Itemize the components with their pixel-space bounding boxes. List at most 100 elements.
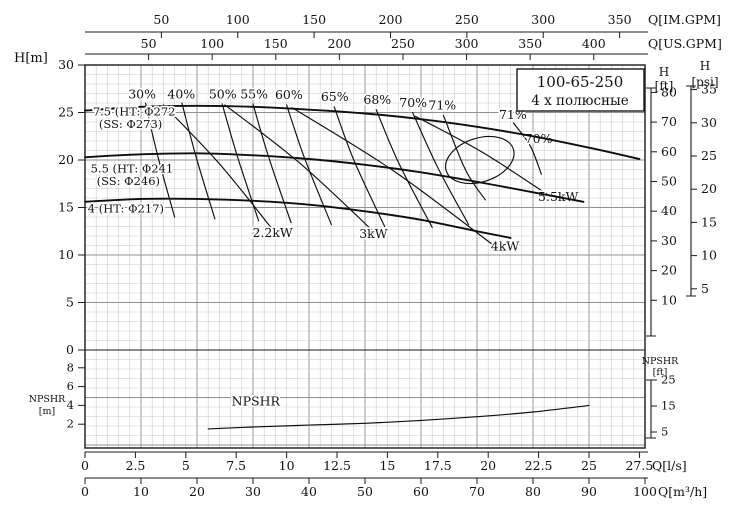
tick-label-m3h: 30 [245,484,261,499]
power-label: 4kW [491,238,520,253]
tick-label-lps: 25 [581,458,597,473]
tick-label-npshr-m: 6 [67,379,74,393]
axis-title-h-psi-2: [psi] [691,75,718,89]
tick-label-m3h: 40 [301,484,317,499]
tick-label-lps: 0 [81,458,89,473]
impeller-label: 7.5 (HT: Φ272 [93,104,176,118]
axis-title-q-lps: Q[l/s] [652,458,687,473]
tick-label-lps: 12.5 [323,458,351,473]
tick-label-us-gpm: 50 [141,36,157,51]
pump-model-label: 100-65-250 [537,73,623,91]
efficiency-label: 68% [363,92,391,107]
axis-title-h-m: H[m] [14,51,48,66]
efficiency-label: 60% [275,87,303,102]
axis-title-q-m3h: Q[m³/h] [658,484,707,499]
power-curve-0 [162,104,276,234]
axis-title-im-gpm: Q[IM.GPM] [648,12,721,27]
tick-label-h-psi: 35 [701,82,717,97]
axis-title-h-ft-2: [ft] [655,79,674,93]
tick-label-im-gpm: 200 [379,12,403,27]
tick-label-h-psi: 25 [701,148,717,163]
tick-label-npshr-ft: 15 [661,399,676,413]
tick-label-h-m: 10 [58,247,74,262]
tick-label-h-m: 0 [66,342,74,357]
tick-label-npshr-ft: 5 [661,425,668,439]
tick-label-h-ft: 60 [661,144,677,159]
tick-label-us-gpm: 200 [327,36,351,51]
efficiency-label: 70% [399,95,427,110]
tick-label-h-ft: 20 [661,263,677,278]
tick-label-im-gpm: 300 [531,12,555,27]
axis-title-h-psi-1: H [700,59,710,73]
tick-label-h-ft: 10 [661,292,677,307]
power-curve-2 [291,107,495,247]
tick-label-m3h: 50 [357,484,373,499]
tick-label-h-m: 15 [58,200,74,215]
impeller-label: (SS: Φ246) [97,174,160,188]
tick-label-us-gpm: 400 [582,36,606,51]
efficiency-label: 55% [240,86,268,101]
efficiency-label: 50% [209,86,237,101]
title-box: 100-65-250 4 х полюсные [516,68,645,112]
grid [84,64,646,449]
tick-label-h-ft: 70 [661,114,677,129]
title-box-frame [516,68,645,112]
tick-label-im-gpm: 250 [455,12,479,27]
efficiency-curve-7 [412,111,470,226]
tick-label-us-gpm: 350 [518,36,542,51]
tick-label-h-psi: 20 [701,181,717,196]
npshr-curve [207,404,590,430]
axis-title-npshr-ft-1: NPSHR [642,356,679,367]
tick-label-m3h: 60 [413,484,429,499]
head-curve-impeller-272 [84,104,641,160]
tick-label-us-gpm: 150 [264,36,288,51]
efficiency-label: 30% [128,86,156,101]
tick-label-lps: 22.5 [525,458,553,473]
efficiency-curve-3 [252,103,292,224]
tick-label-m3h: 0 [81,484,89,499]
tick-label-h-ft: 30 [661,233,677,248]
axis-title-h-ft-1: H [659,65,669,79]
tick-label-h-m: 20 [58,152,74,167]
tick-label-im-gpm: 100 [226,12,250,27]
tick-label-h-psi: 10 [701,248,717,263]
tick-label-m3h: 20 [189,484,205,499]
tick-label-h-ft: 80 [661,84,677,99]
tick-label-im-gpm: 150 [302,12,326,27]
tick-label-h-psi: 15 [701,214,717,229]
tick-label-h-ft: 50 [661,174,677,189]
tick-label-lps: 2.5 [125,458,145,473]
bottom-axes [84,451,648,484]
tick-label-us-gpm: 100 [200,36,224,51]
impeller-label: (SS: Φ273) [99,117,162,131]
plot-border [84,64,646,449]
tick-label-m3h: 100 [633,484,657,499]
tick-label-lps: 15 [379,458,395,473]
efficiency-label: 70% [525,131,553,146]
impeller-label: 4 (HT: Φ217) [88,201,164,215]
top-axes [85,31,648,60]
tick-label-us-gpm: 300 [455,36,479,51]
axis-title-npshr-m-1: NPSHR [29,394,66,405]
tick-label-im-gpm: 50 [153,12,169,27]
tick-label-npshr-m: 8 [67,360,74,374]
efficiency-curve-9 [512,122,542,175]
tick-label-h-ft: 40 [661,203,677,218]
impeller-label: 5.5 (HT: Φ241 [91,161,174,175]
tick-label-npshr-m: 4 [67,398,74,412]
tick-label-lps: 17.5 [424,458,452,473]
tick-label-h-m: 5 [66,295,74,310]
tick-label-h-m: 30 [58,57,74,72]
tick-label-h-m: 25 [58,105,74,120]
axis-titles: Q[IM.GPM] Q[US.GPM] H[m] Q[l/s] Q[m³/h] … [14,12,722,499]
efficiency-curve-0 [144,102,176,218]
efficiency-curve-1 [181,102,216,220]
head-curve-impeller-217 [84,197,512,239]
pump-poles-label: 4 х полюсные [531,93,629,109]
tick-label-im-gpm: 350 [608,12,632,27]
left-axes [78,64,85,425]
tick-label-npshr-m: 2 [67,417,74,431]
